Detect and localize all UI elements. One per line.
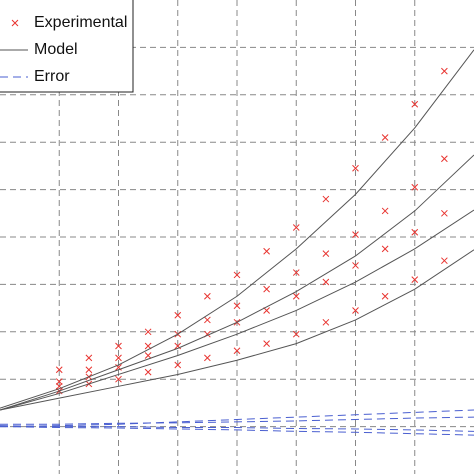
marker [322, 278, 330, 286]
error-line [0, 409, 474, 428]
legend-marker [11, 19, 19, 27]
marker [115, 354, 122, 362]
marker [292, 269, 300, 276]
legend-box [0, 0, 134, 93]
marker [85, 366, 93, 374]
marker [381, 292, 389, 300]
marker [411, 228, 419, 236]
model-line [0, 249, 474, 411]
marker [85, 354, 93, 362]
marker [322, 250, 330, 257]
marker [263, 285, 270, 293]
marker [233, 347, 241, 355]
marker [441, 209, 448, 217]
error-line [0, 426, 474, 436]
marker [441, 155, 448, 163]
legend-label: Experimental [34, 14, 127, 31]
model-line [0, 49, 474, 409]
legend-label: Error [34, 68, 70, 85]
marker [55, 366, 63, 374]
marker [381, 207, 389, 215]
marker [55, 378, 63, 385]
legend-label: Model [34, 41, 78, 58]
marker [204, 354, 211, 362]
marker [233, 302, 241, 310]
marker [263, 247, 270, 255]
marker [204, 316, 211, 324]
marker [144, 352, 152, 359]
model-line [0, 154, 474, 411]
marker [292, 292, 300, 300]
marker [204, 292, 211, 300]
error-line [0, 425, 474, 432]
marker [174, 311, 182, 319]
marker [411, 276, 419, 284]
marker [322, 318, 330, 326]
marker [174, 361, 182, 369]
marker [381, 245, 389, 253]
marker [352, 231, 359, 238]
marker [322, 195, 330, 203]
marker [352, 164, 359, 172]
marker [441, 67, 448, 75]
marker [352, 307, 359, 314]
marker [115, 342, 122, 350]
marker [144, 368, 152, 376]
marker [441, 257, 448, 265]
marker [263, 340, 270, 348]
model-line [0, 209, 474, 411]
marker [233, 271, 241, 279]
marker [115, 375, 122, 383]
marker [411, 183, 419, 191]
marker [352, 262, 359, 269]
marker [292, 224, 300, 231]
marker [292, 330, 300, 338]
marker [381, 134, 389, 141]
marker [144, 328, 152, 336]
error-line [0, 416, 474, 425]
marker [411, 100, 419, 108]
